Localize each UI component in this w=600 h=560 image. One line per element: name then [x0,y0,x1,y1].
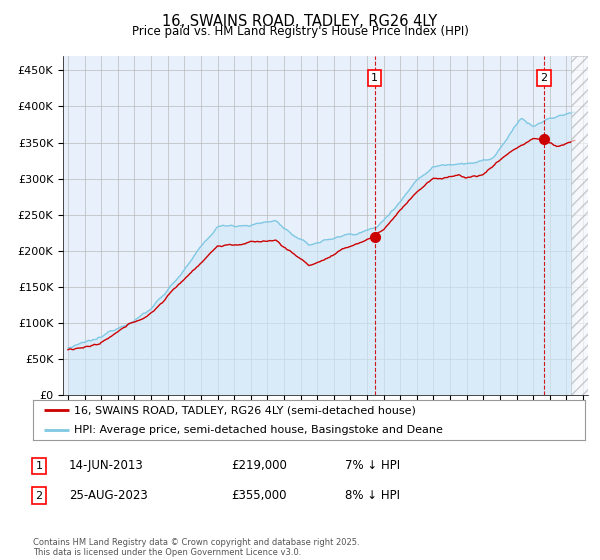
Text: Contains HM Land Registry data © Crown copyright and database right 2025.
This d: Contains HM Land Registry data © Crown c… [33,538,359,557]
Text: 16, SWAINS ROAD, TADLEY, RG26 4LY: 16, SWAINS ROAD, TADLEY, RG26 4LY [163,14,437,29]
Text: HPI: Average price, semi-detached house, Basingstoke and Deane: HPI: Average price, semi-detached house,… [74,425,443,435]
Text: 2: 2 [35,491,43,501]
Text: 2: 2 [540,73,547,83]
Text: Price paid vs. HM Land Registry's House Price Index (HPI): Price paid vs. HM Land Registry's House … [131,25,469,38]
Text: 14-JUN-2013: 14-JUN-2013 [69,459,144,473]
Text: 1: 1 [35,461,43,471]
Text: 1: 1 [371,73,378,83]
Text: 16, SWAINS ROAD, TADLEY, RG26 4LY (semi-detached house): 16, SWAINS ROAD, TADLEY, RG26 4LY (semi-… [74,405,416,415]
Text: £355,000: £355,000 [231,489,287,502]
Text: 25-AUG-2023: 25-AUG-2023 [69,489,148,502]
Text: £219,000: £219,000 [231,459,287,473]
Text: 7% ↓ HPI: 7% ↓ HPI [345,459,400,473]
Text: 8% ↓ HPI: 8% ↓ HPI [345,489,400,502]
